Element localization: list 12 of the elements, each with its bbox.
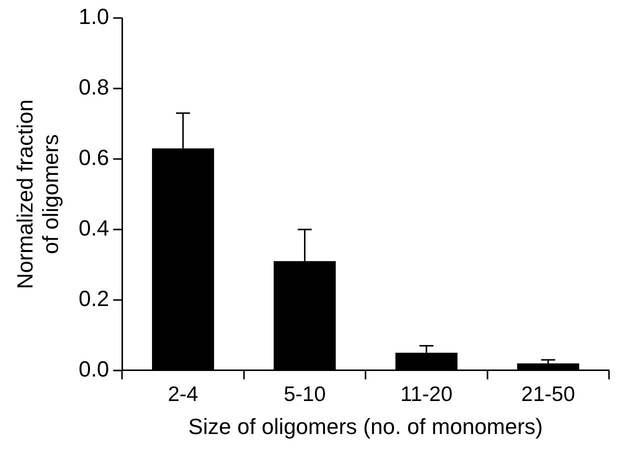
y-tick-label: 0.0 (78, 356, 110, 382)
y-tick-label: 1.0 (78, 4, 110, 30)
y-tick-label: 0.8 (78, 74, 110, 100)
y-tick-label: 0.6 (78, 145, 110, 170)
y-axis-title: Normalized fraction of oligomers (12, 99, 64, 289)
x-tick-label: 5-10 (284, 382, 326, 406)
x-tick-label: 2-4 (168, 382, 199, 406)
y-tick-label: 0.2 (78, 286, 110, 311)
x-axis-title: Size of oligomers (no. of monomers) (188, 414, 543, 439)
x-tick-label: 21-50 (521, 382, 576, 406)
y-tick-label: 0.4 (78, 216, 110, 241)
x-tick-label: 11-20 (400, 382, 453, 406)
